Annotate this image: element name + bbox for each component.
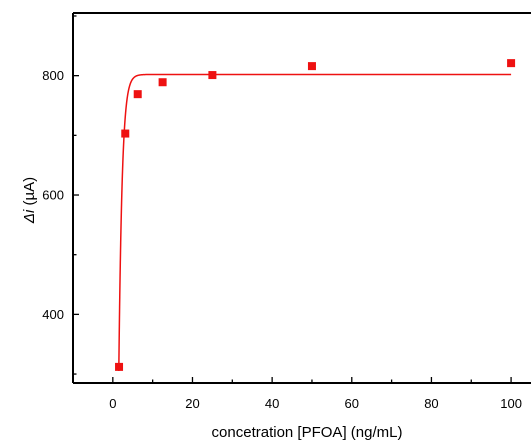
data-point (133, 90, 142, 99)
y-ticks: 400 600 800 (42, 15, 79, 375)
y-axis-title-unit: (µA) (21, 177, 38, 210)
y-tick-label: 400 (42, 307, 64, 322)
y-axis-title: Δi (µA) (21, 177, 38, 224)
y-tick-label: 800 (42, 68, 64, 83)
data-point (208, 71, 217, 80)
data-point (121, 129, 130, 138)
x-tick-label: 80 (424, 396, 438, 411)
data-point (507, 59, 516, 68)
data-point (307, 62, 316, 71)
x-axis-title: concetration [PFOA] (ng/mL) (212, 424, 403, 441)
x-tick-label: 0 (109, 396, 116, 411)
x-tick-label: 60 (345, 396, 359, 411)
data-markers (115, 59, 516, 371)
y-tick-label: 600 (42, 188, 64, 203)
x-ticks: 0 20 40 60 80 100 (109, 377, 522, 411)
data-point (158, 78, 167, 87)
data-point (115, 362, 124, 371)
x-tick-label: 20 (185, 396, 199, 411)
y-axis-title-symbol: Δi (21, 209, 38, 224)
x-tick-label: 40 (265, 396, 279, 411)
fit-curve (118, 73, 512, 372)
x-tick-label: 100 (500, 396, 522, 411)
plot-frame (72, 12, 531, 384)
